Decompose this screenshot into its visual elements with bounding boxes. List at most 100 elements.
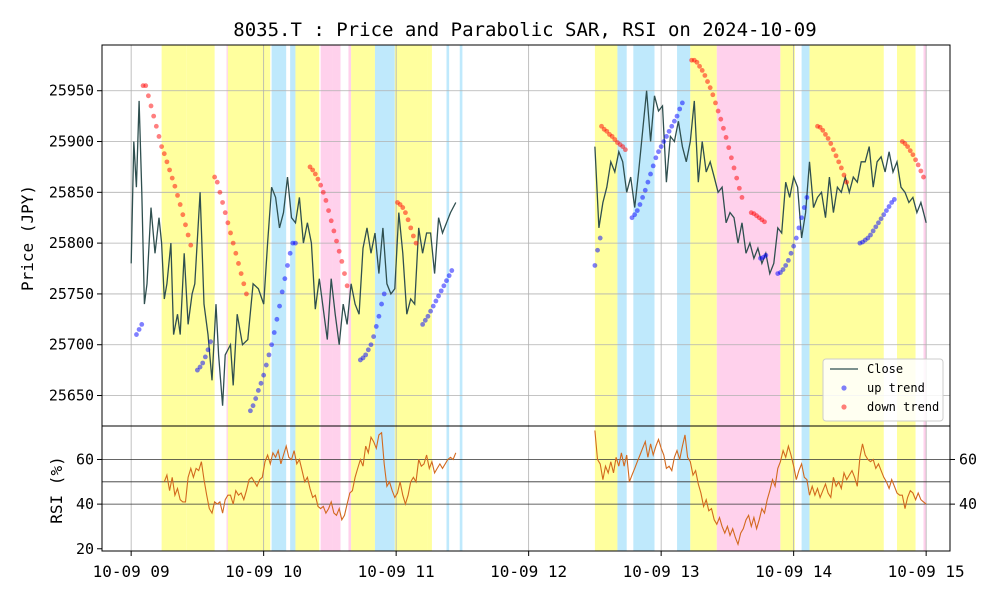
sar-down-dot [312,171,318,177]
background-band-blue [271,426,287,551]
background-band-pink [923,45,927,426]
sar-down-dot [718,116,724,122]
sar-up-dot [420,322,426,327]
sar-up-dot [592,263,598,268]
sar-down-dot [702,73,708,78]
sar-down-dot [820,127,826,133]
background-band-pink [332,426,341,551]
sar-down-dot [721,125,726,131]
sar-up-dot [202,354,208,360]
sar-down-dot [185,232,191,238]
rsi-right-ytick-label: 40 [959,495,977,513]
background-band-pink [226,426,228,551]
sar-down-dot [326,208,331,214]
sar-down-dot [169,175,175,181]
sar-down-dot [172,183,178,189]
sar-up-dot [679,100,685,106]
sar-up-dot [642,187,648,193]
sar-down-dot [905,144,910,150]
sar-up-dot [666,128,672,134]
x-tick-label: 10-09 13 [623,562,700,581]
sar-down-dot [225,220,231,226]
sar-up-dot [365,347,371,353]
sar-down-dot [413,240,419,246]
sar-down-dot [823,132,828,137]
price-ytick-label: 25850 [49,183,94,201]
sar-down-dot [838,165,844,171]
sar-up-dot [277,303,282,309]
sar-down-dot [222,210,228,216]
sar-up-dot [674,113,680,119]
sar-up-dot [274,316,280,322]
background-band-yellow [161,45,187,426]
sar-down-dot [188,242,194,248]
background-band-pink [332,45,341,426]
sar-down-dot [238,271,244,276]
sar-up-dot [136,327,142,332]
sar-down-dot [736,185,742,191]
sar-up-dot [870,228,876,234]
background-band-yellow [594,45,618,426]
x-tick-label: 10-09 12 [490,562,567,581]
sar-down-dot [841,172,847,178]
sar-up-dot [677,106,683,112]
sar-up-dot [801,205,807,210]
background-band-yellow [227,426,271,551]
sar-up-dot [780,267,786,272]
background-band-blue [446,45,450,426]
background-band-yellow [351,426,375,551]
sar-up-dot [788,250,794,256]
sar-up-dot [664,134,669,139]
chart-legend: Close up trend down trend [822,358,944,422]
sar-down-dot [164,159,170,165]
price-ytick-label: 25950 [49,82,94,100]
sar-up-dot [648,171,653,177]
sar-down-dot [831,147,836,153]
rsi-line [163,431,457,522]
sar-down-dot [739,195,745,200]
sar-up-dot [658,144,664,150]
sar-up-dot [653,155,659,161]
sar-up-dot [878,216,884,222]
background-band-blue [290,45,296,426]
sar-down-dot [156,134,162,139]
sar-up-dot [285,263,290,268]
background-band-blue [677,45,691,426]
sar-up-dot [433,298,439,304]
sar-down-dot [734,175,740,181]
sar-up-dot [650,163,656,169]
sar-down-dot [910,152,916,158]
close-series [130,90,927,406]
background-band-blue [374,426,395,551]
sar-down-dot [400,205,406,210]
sar-down-dot [715,108,721,114]
legend-close-label: Close [867,362,903,376]
sar-down-dot [318,182,324,188]
sar-up-dot [263,362,269,368]
background-band-yellow [295,45,320,426]
sar-up-dot [271,330,277,335]
sar-up-dot [632,212,638,218]
sar-up-dot [436,293,441,299]
rsi-series [163,430,927,547]
x-tick-label: 10-09 14 [755,562,832,581]
sar-up-dot [656,149,661,155]
sar-up-dot [444,278,449,284]
sar-up-dot [261,372,267,378]
sar-down-dot [159,144,165,150]
sar-down-dot [726,145,732,151]
sar-down-dot [244,291,249,297]
background-band-yellow [690,426,717,551]
sar-down-dot [828,141,834,146]
sar-down-dot [233,250,239,256]
sar-down-dot [214,179,220,185]
sar-down-dot [833,153,839,159]
sar-up-dot [634,208,640,214]
background-band-pink [348,426,352,551]
sar-down-dot [344,283,350,289]
sar-up-dot [661,139,667,144]
sar-up-dot [422,317,428,323]
sar-up-dot [282,276,288,282]
sar-down-dot [410,233,416,239]
